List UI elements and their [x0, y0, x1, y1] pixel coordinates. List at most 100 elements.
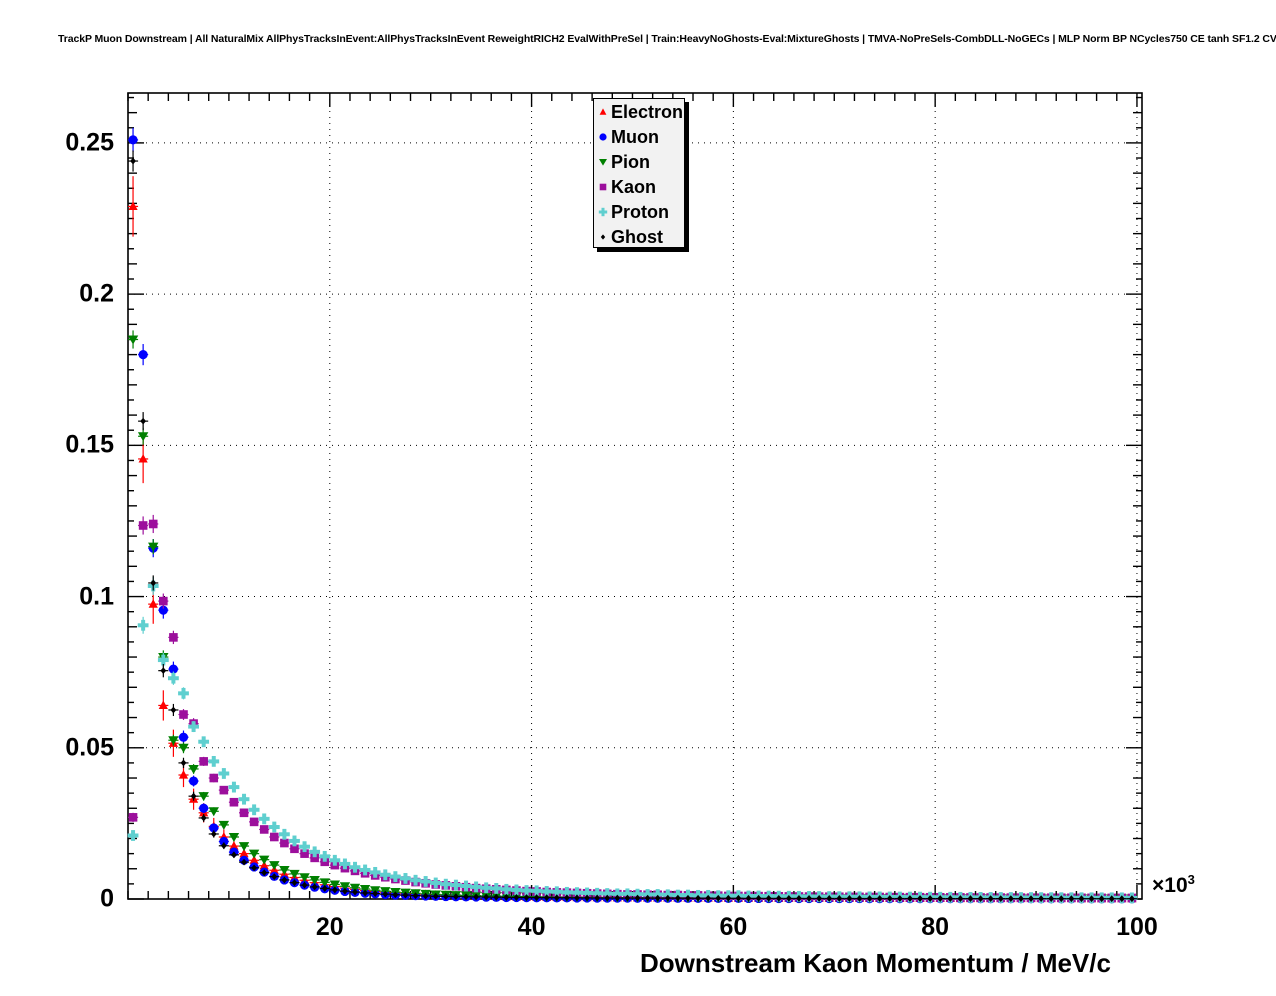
data-point [137, 432, 149, 442]
data-point [339, 858, 351, 870]
data-point [158, 700, 168, 710]
data-point [685, 894, 691, 902]
data-point [379, 869, 391, 881]
data-point [349, 861, 361, 873]
data-point [584, 894, 590, 902]
legend-item-ghost: Ghost [594, 224, 684, 249]
data-point [289, 835, 300, 847]
data-point [259, 860, 269, 870]
data-point [581, 887, 593, 899]
data-point [208, 807, 219, 817]
data-point [453, 893, 459, 900]
data-point [372, 890, 379, 897]
data-point [311, 883, 318, 891]
dot-icon [596, 229, 610, 245]
data-point [170, 706, 177, 714]
triangle-up-icon [596, 104, 610, 120]
data-point [319, 878, 330, 888]
data-point [450, 879, 462, 891]
data-point [634, 894, 641, 902]
data-point [138, 453, 148, 463]
series-ghost [128, 150, 1137, 903]
data-point [541, 886, 553, 897]
data-point [281, 876, 288, 884]
data-point [138, 350, 148, 360]
data-point [259, 855, 270, 865]
data-point [796, 894, 802, 902]
data-point [148, 599, 158, 608]
data-point [611, 888, 623, 900]
data-point [745, 894, 752, 902]
data-point [140, 417, 147, 425]
data-point [321, 885, 328, 892]
data-point [289, 869, 300, 879]
data-point [654, 894, 661, 902]
data-point [483, 893, 490, 901]
data-point [389, 871, 401, 883]
data-point [210, 830, 217, 838]
data-point [228, 781, 240, 793]
data-point [533, 894, 540, 901]
legend-label: Pion [611, 151, 650, 172]
data-point [622, 888, 633, 900]
data-point [460, 880, 472, 892]
data-point [1068, 895, 1075, 903]
data-point [632, 888, 643, 900]
data-point [188, 776, 199, 786]
data-point [382, 890, 389, 898]
data-point [997, 895, 1004, 903]
data-point [188, 764, 199, 774]
data-point [785, 894, 792, 902]
data-point [937, 895, 944, 902]
data-point [319, 850, 331, 862]
data-point [299, 841, 310, 853]
data-point [137, 619, 149, 631]
data-point [490, 883, 502, 894]
data-point [331, 886, 338, 894]
data-point [280, 838, 289, 848]
data-point [180, 759, 187, 767]
legend-item-pion: Pion [594, 149, 684, 174]
data-point [362, 889, 369, 897]
data-point [624, 894, 631, 902]
legend-label: Muon [611, 126, 659, 147]
y-tick-label: 0.1 [79, 582, 114, 611]
circle-icon [596, 129, 610, 145]
data-point [228, 833, 240, 842]
data-point [674, 894, 681, 902]
data-point [130, 157, 136, 165]
multiplier-base: ×10 [1152, 874, 1188, 897]
data-point [513, 894, 520, 901]
data-point [290, 844, 299, 854]
data-point [127, 335, 139, 345]
data-point [248, 804, 260, 816]
data-point [500, 883, 512, 895]
data-point [299, 873, 310, 883]
data-point [856, 895, 863, 902]
data-point [188, 721, 199, 733]
data-point [1058, 895, 1065, 903]
data-point [251, 864, 258, 872]
data-point [148, 519, 158, 529]
x-axis-multiplier: ×103 [1152, 872, 1195, 898]
data-point [199, 757, 208, 766]
data-point [493, 893, 500, 901]
data-point [412, 892, 419, 900]
data-point [846, 895, 853, 902]
data-point [329, 880, 341, 890]
legend-item-muon: Muon [594, 124, 684, 149]
data-point [269, 832, 279, 842]
data-point [440, 878, 452, 890]
x-tick-label: 80 [921, 913, 950, 941]
data-point [430, 877, 442, 889]
data-point [169, 633, 178, 642]
data-point [269, 861, 280, 871]
legend-item-electron: Electron [594, 99, 684, 124]
data-point [148, 542, 159, 552]
data-point [531, 885, 543, 897]
data-point [947, 895, 954, 902]
data-point [359, 864, 371, 876]
data-point [826, 895, 833, 902]
square-icon [596, 179, 610, 195]
